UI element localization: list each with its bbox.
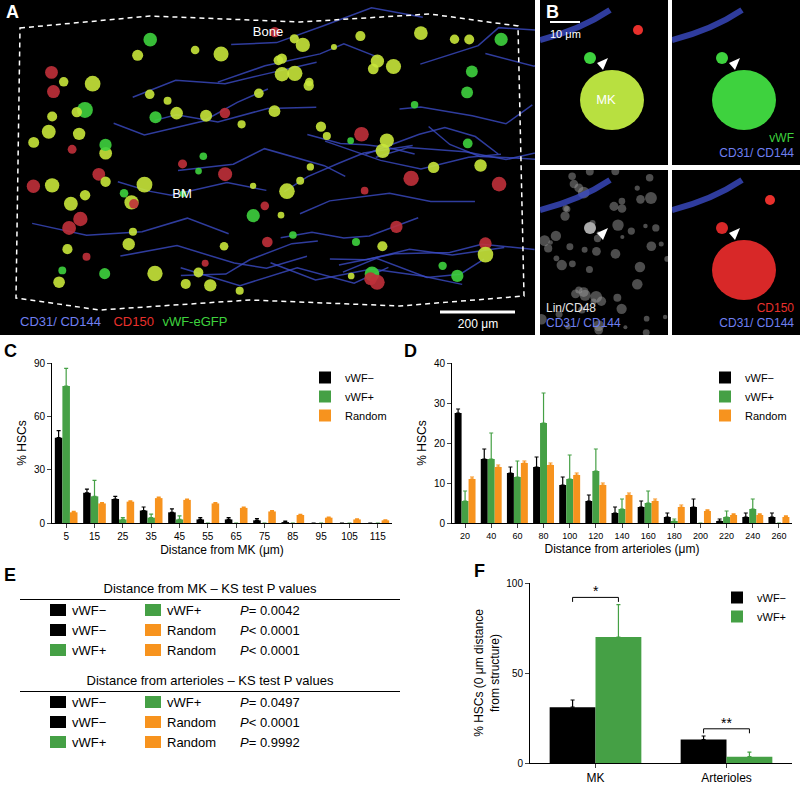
- html-text:A: A: [6, 2, 19, 22]
- svg-text:vWF: vWF: [769, 131, 794, 145]
- html-text:P = 0.0042: P = 0.0042: [240, 602, 300, 618]
- svg-text:55: 55: [202, 531, 214, 542]
- svg-text:15: 15: [89, 531, 101, 542]
- html-text:vWF−: vWF−: [72, 714, 107, 730]
- svg-text:vWF−: vWF−: [345, 372, 374, 384]
- svg-text:120: 120: [588, 531, 603, 541]
- html-text:Random: Random: [167, 622, 217, 638]
- svg-text:115: 115: [370, 531, 386, 542]
- svg-text:5: 5: [63, 531, 69, 542]
- svg-text:CD31/ CD144: CD31/ CD144: [719, 316, 794, 330]
- svg-text:Lin/CD48: Lin/CD48: [546, 301, 596, 315]
- svg-text:CD31/ CD144: CD31/ CD144: [546, 316, 621, 330]
- svg-text:60: 60: [34, 411, 46, 422]
- svg-text:240: 240: [745, 531, 760, 541]
- svg-text:Random: Random: [345, 410, 387, 422]
- html-text:vWF+: vWF+: [72, 734, 107, 750]
- html-text:vWF−: vWF−: [72, 602, 107, 618]
- svg-text:220: 220: [719, 531, 734, 541]
- svg-text:Random: Random: [745, 410, 787, 422]
- svg-text:CD31/ CD144: CD31/ CD144: [719, 146, 794, 160]
- svg-text:105: 105: [341, 531, 358, 542]
- html-text:Random: Random: [167, 714, 217, 730]
- svg-text:CD150: CD150: [113, 314, 153, 329]
- svg-text:**: **: [721, 715, 732, 731]
- svg-text:0: 0: [517, 758, 523, 769]
- html-text:vWF+: vWF+: [167, 694, 202, 710]
- svg-text:BM: BM: [172, 186, 192, 201]
- html-text:vWF−: vWF−: [72, 622, 107, 638]
- svg-text:140: 140: [614, 531, 629, 541]
- svg-text:Distance from arterioles (μm): Distance from arterioles (μm): [545, 542, 700, 556]
- svg-text:20: 20: [434, 438, 446, 449]
- html-text:Random: Random: [167, 734, 217, 750]
- html-text:P = 0.9992: P = 0.9992: [240, 734, 300, 750]
- svg-text:vWF−: vWF−: [745, 372, 774, 384]
- svg-text:CD150: CD150: [757, 301, 795, 315]
- svg-text:MK: MK: [596, 92, 616, 107]
- svg-text:*: *: [593, 583, 599, 599]
- svg-text:35: 35: [146, 531, 158, 542]
- svg-text:vWF−: vWF−: [757, 592, 786, 604]
- html-text:P < 0.0001: P < 0.0001: [240, 642, 300, 658]
- svg-text:80: 80: [539, 531, 549, 541]
- svg-text:30: 30: [34, 464, 46, 475]
- svg-text:65: 65: [231, 531, 243, 542]
- svg-text:vWF+: vWF+: [745, 391, 774, 403]
- svg-text:90: 90: [34, 358, 46, 369]
- svg-text:MK: MK: [587, 771, 605, 785]
- svg-text:60: 60: [512, 531, 522, 541]
- svg-text:40: 40: [434, 358, 446, 369]
- svg-text:45: 45: [174, 531, 186, 542]
- html-text:Random: Random: [167, 642, 217, 658]
- svg-text:0: 0: [439, 518, 445, 529]
- svg-text:vWF+: vWF+: [345, 391, 374, 403]
- svg-text:200: 200: [693, 531, 708, 541]
- svg-text:% HSCs: % HSCs: [15, 420, 29, 465]
- svg-text:200 μm: 200 μm: [458, 317, 498, 331]
- svg-text:0: 0: [39, 518, 45, 529]
- html-text:F: F: [474, 561, 485, 581]
- svg-text:vWF+: vWF+: [757, 611, 786, 623]
- html-text:P < 0.0001: P < 0.0001: [240, 622, 300, 638]
- svg-text:75: 75: [259, 531, 271, 542]
- svg-text:180: 180: [667, 531, 682, 541]
- svg-text:30: 30: [434, 398, 446, 409]
- html-text:C: C: [4, 341, 17, 361]
- html-text:P = 0.0497: P = 0.0497: [240, 694, 300, 710]
- svg-text:20: 20: [460, 531, 470, 541]
- svg-text:40: 40: [486, 531, 496, 541]
- svg-text:10: 10: [434, 478, 446, 489]
- svg-text:260: 260: [771, 531, 786, 541]
- svg-text:85: 85: [287, 531, 299, 542]
- svg-text:10 μm: 10 μm: [550, 28, 581, 40]
- html-text:D: D: [404, 341, 417, 361]
- svg-text:vWF-eGFP: vWF-eGFP: [162, 314, 227, 329]
- svg-text:CD31/ CD144: CD31/ CD144: [20, 314, 101, 329]
- html-text:vWF−: vWF−: [72, 694, 107, 710]
- svg-text:Bone: Bone: [253, 24, 283, 39]
- html-text:P < 0.0001: P < 0.0001: [240, 714, 300, 730]
- svg-text:160: 160: [641, 531, 656, 541]
- svg-text:Distance from MK (μm): Distance from MK (μm): [160, 543, 284, 557]
- html-text:Distance from MK – KS test P v: Distance from MK – KS test P values: [103, 581, 317, 596]
- svg-text:100: 100: [562, 531, 577, 541]
- svg-text:% HSCs (0 μm distancefrom stru: % HSCs (0 μm distancefrom structure): [472, 609, 502, 737]
- svg-text:% HSCs: % HSCs: [415, 420, 429, 465]
- svg-text:50: 50: [512, 668, 524, 679]
- html-text:Distance from arterioles – KS: Distance from arterioles – KS test P val…: [86, 673, 334, 688]
- svg-text:100: 100: [506, 578, 523, 589]
- html-text:vWF+: vWF+: [72, 642, 107, 658]
- svg-text:25: 25: [117, 531, 129, 542]
- svg-text:95: 95: [316, 531, 328, 542]
- html-text:E: E: [4, 565, 16, 585]
- html-text:vWF+: vWF+: [167, 602, 202, 618]
- html-text:B: B: [546, 2, 559, 22]
- svg-text:Arterioles: Arterioles: [701, 771, 752, 785]
